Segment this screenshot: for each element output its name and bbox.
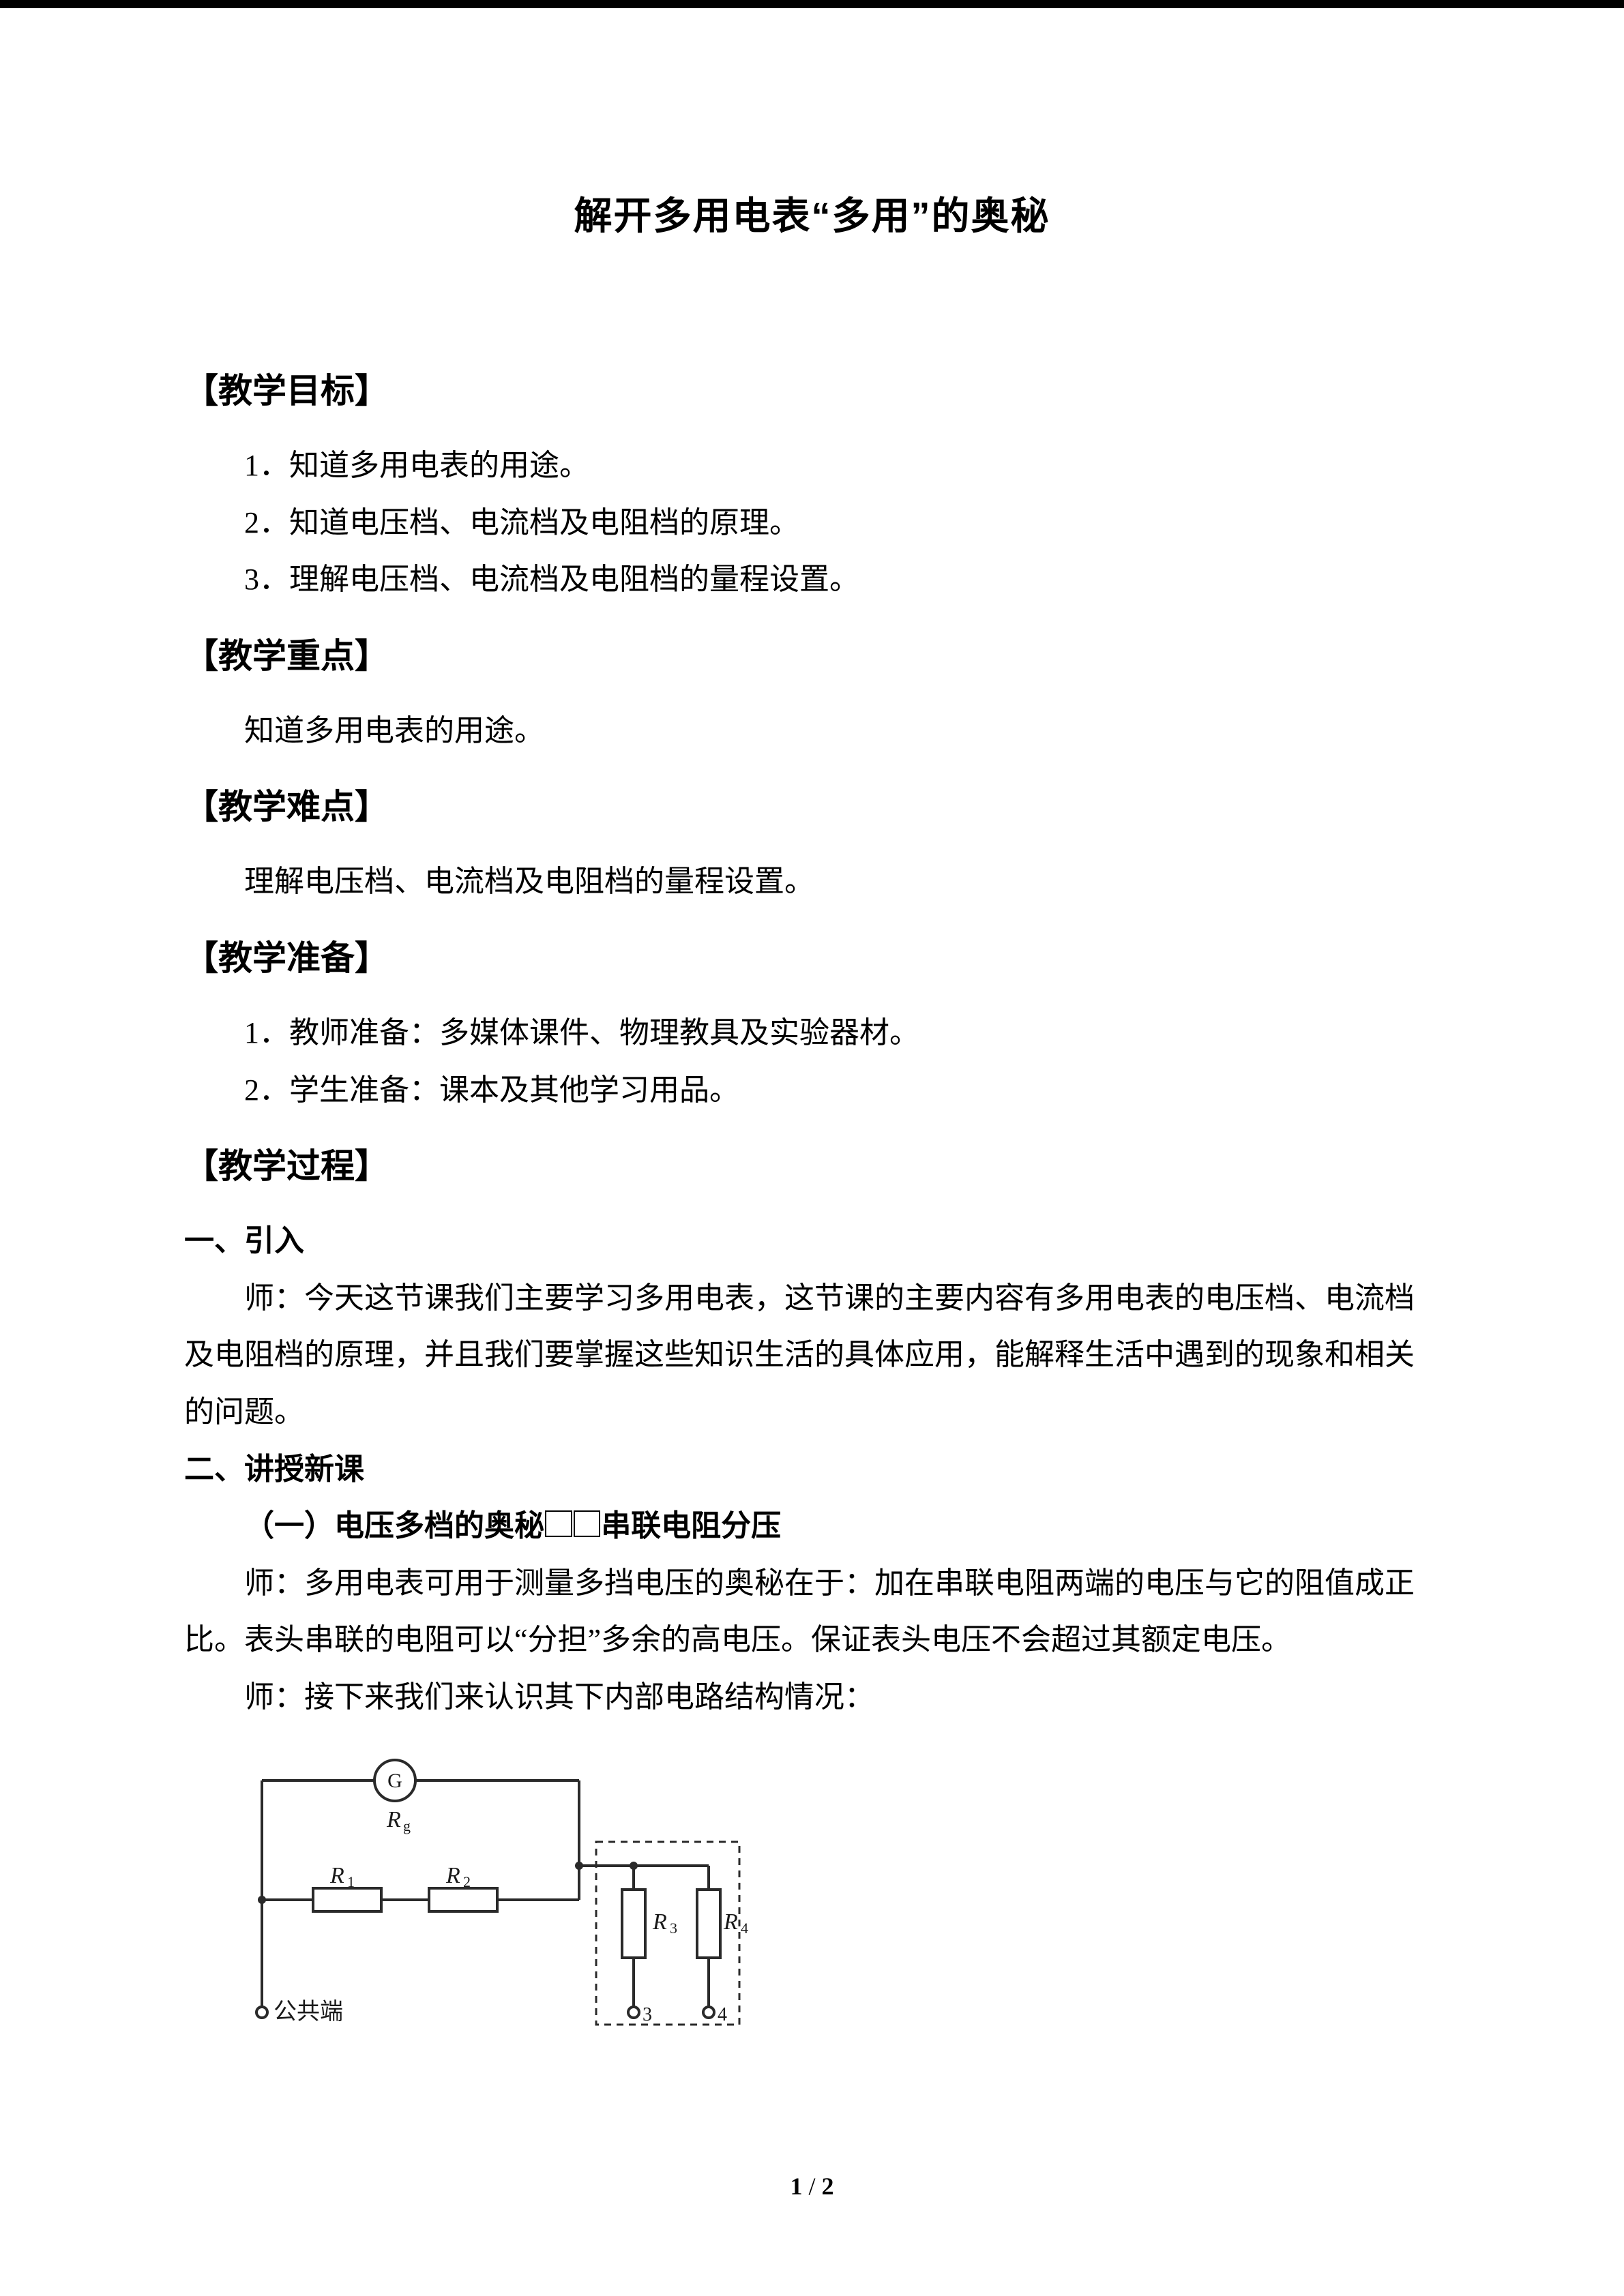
part2-para1-text: 师：多用电表可用于测量多挡电压的奥秘在于：加在串联电阻两端的电压与它的阻值成正比…: [184, 1566, 1415, 1657]
page-current: 1: [790, 2173, 802, 2200]
prep-item-2: 2．学生准备：课本及其他学习用品。: [184, 1062, 1440, 1119]
label-R1: R: [329, 1863, 344, 1888]
page-content: 解开多用电表“多用”的奥秘 【教学目标】 1．知道多用电表的用途。 2．知道电压…: [0, 8, 1624, 2036]
part2-heading: 二、讲授新课: [184, 1441, 1440, 1498]
page-sep: /: [802, 2173, 821, 2200]
page-number: 1 / 2: [0, 2172, 1624, 2201]
objective-item-3: 3．理解电压档、电流档及电阻档的量程设置。: [184, 551, 1440, 608]
part2-para1: 师：多用电表可用于测量多挡电压的奥秘在于：加在串联电阻两端的电压与它的阻值成正比…: [184, 1555, 1440, 1669]
part2-sub1: （一）电压多档的奥秘 串联电阻分压: [184, 1497, 1440, 1555]
label-R3: R: [652, 1909, 667, 1935]
document-title: 解开多用电表“多用”的奥秘: [184, 185, 1440, 241]
label-G: G: [387, 1770, 402, 1792]
keypoint-heading: 【教学重点】: [184, 629, 1440, 678]
placeholder-box-2: [574, 1510, 601, 1538]
label-R4: R: [723, 1909, 738, 1935]
circuit-svg: G R g R 1 R 2 R 3 R 4 3 4 公共端: [231, 1740, 750, 2033]
process-heading: 【教学过程】: [184, 1139, 1440, 1188]
label-R2: R: [445, 1863, 460, 1888]
label-Rg-sub: g: [403, 1817, 411, 1834]
part1-para1: 师：今天这节课我们主要学习多用电表，这节课的主要内容有多用电表的电压档、电流档及…: [184, 1270, 1440, 1441]
objectives-heading: 【教学目标】: [184, 363, 1440, 413]
prep-heading: 【教学准备】: [184, 931, 1440, 980]
circuit-diagram: G R g R 1 R 2 R 3 R 4 3 4 公共端: [231, 1740, 1440, 2036]
part1-heading: 一、引入: [184, 1212, 1440, 1270]
page-total: 2: [822, 2173, 834, 2200]
label-R2-sub: 2: [463, 1873, 471, 1890]
objective-item-2: 2．知道电压档、电流档及电阻档的原理。: [184, 494, 1440, 552]
prep-item-1: 1．教师准备：多媒体课件、物理教具及实验器材。: [184, 1004, 1440, 1062]
difficulty-heading: 【教学难点】: [184, 779, 1440, 829]
part2-para2: 师：接下来我们来认识其下内部电路结构情况：: [184, 1669, 1440, 1726]
placeholder-box-1: [545, 1510, 572, 1538]
label-Rg: R: [386, 1807, 401, 1832]
objective-item-1: 1．知道多用电表的用途。: [184, 437, 1440, 494]
label-R4-sub: 4: [741, 1920, 748, 1937]
label-port3: 3: [643, 2004, 652, 2025]
keypoint-text: 知道多用电表的用途。: [184, 702, 1440, 760]
label-common: 公共端: [274, 1999, 343, 2025]
label-R3-sub: 3: [670, 1920, 677, 1937]
part1-para1-text: 师：今天这节课我们主要学习多用电表，这节课的主要内容有多用电表的电压档、电流档及…: [184, 1281, 1415, 1429]
difficulty-text: 理解电压档、电流档及电阻档的量程设置。: [184, 853, 1440, 910]
part2-sub1-prefix: （一）电压多档的奥秘: [244, 1509, 544, 1542]
label-R1-sub: 1: [347, 1873, 355, 1890]
label-port4: 4: [718, 2004, 727, 2025]
part2-sub1-suffix: 串联电阻分压: [601, 1509, 781, 1542]
